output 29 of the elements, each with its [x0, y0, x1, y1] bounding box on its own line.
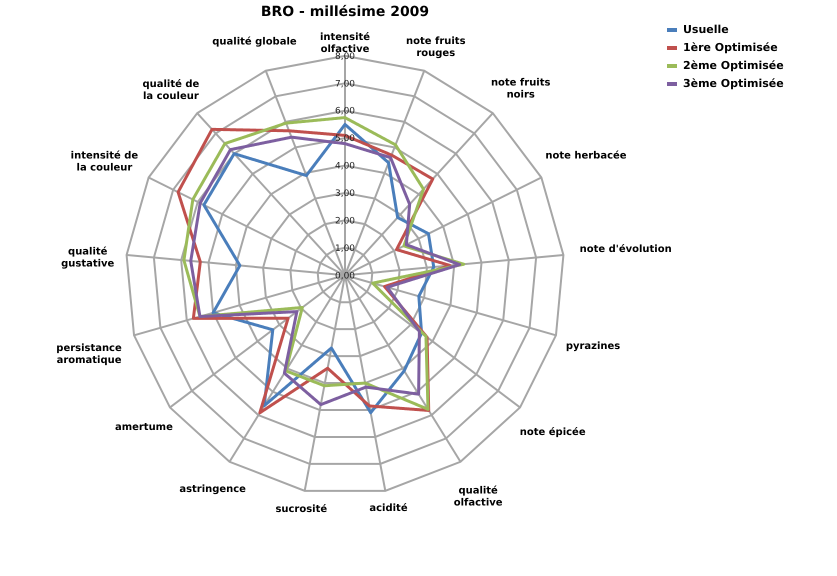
spoke-label: acidité: [369, 502, 408, 514]
spoke-label: note fruits noirs: [490, 78, 550, 101]
spoke-label: astringence: [179, 484, 246, 496]
y-tick-label: 2,00: [334, 216, 356, 226]
y-tick-label: 7,00: [334, 79, 356, 90]
spoke-label: qualité globale: [212, 36, 297, 48]
spoke-label: note herbacée: [545, 150, 627, 162]
spoke-label: amertume: [114, 422, 174, 434]
y-tick-label: 4,00: [334, 162, 356, 172]
spoke-label: intensité de la couleur: [70, 150, 138, 174]
spoke-label: pyrazines: [566, 340, 620, 352]
y-tick-label: 3,00: [334, 188, 356, 199]
spoke-label: sucrosité: [275, 504, 328, 516]
legend-label: 3ème Optimisée: [682, 77, 784, 90]
y-tick-label: 8,00: [334, 52, 356, 62]
legend-label: 1ère Optimisée: [682, 41, 778, 54]
y-tick-label: 1,00: [334, 244, 356, 254]
spoke-label: qualité gustative: [61, 246, 115, 270]
spoke-label: qualité de la couleur: [142, 79, 200, 102]
chart-title: BRO - millésime 2009: [260, 4, 430, 20]
spoke-label: note fruits rouges: [406, 36, 466, 59]
legend-label: Usuelle: [682, 23, 729, 36]
spoke-label: note d'évolution: [580, 244, 672, 256]
y-tick-label: 6,00: [334, 106, 356, 117]
spoke-label: persistance aromatique: [56, 343, 122, 366]
spoke-label: note épicée: [520, 427, 586, 438]
legend-label: 2ème Optimisée: [682, 59, 784, 72]
y-tick-label: 0,00: [334, 271, 356, 282]
spoke-label: qualité olfactive: [454, 485, 503, 508]
